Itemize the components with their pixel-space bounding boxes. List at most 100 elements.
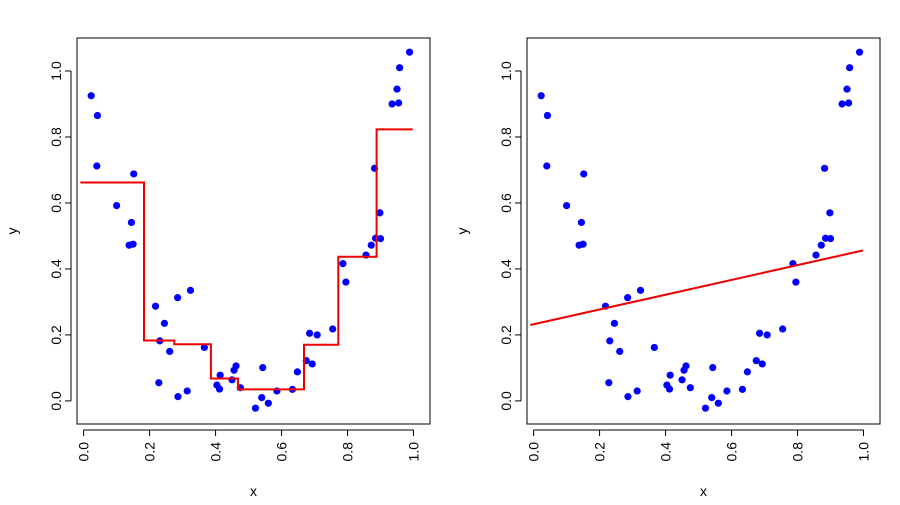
data-point [129, 240, 137, 248]
x-tick-label: 0.4 [208, 442, 224, 462]
data-point [543, 111, 552, 120]
data-point [186, 286, 195, 294]
data-point [93, 111, 102, 120]
data-point [258, 394, 266, 402]
data-point [826, 234, 835, 243]
data-point [845, 99, 853, 107]
data-point [624, 393, 632, 401]
x-tick-label: 0.8 [340, 442, 356, 462]
x-tick-label: 0.8 [790, 442, 806, 462]
x-tick-label: 0.0 [526, 442, 542, 462]
y-tick-label: 1.0 [498, 61, 514, 81]
data-point [755, 329, 764, 337]
y-tick-label: 0.2 [48, 325, 64, 345]
data-point [580, 170, 588, 178]
x-tick-label: 1.0 [856, 442, 872, 462]
x-tick-label: 0.2 [142, 442, 158, 462]
data-point [405, 48, 414, 56]
data-point [779, 325, 787, 333]
data-point [543, 162, 551, 170]
data-point [682, 362, 690, 370]
x-tick-label: 0.0 [76, 442, 92, 462]
y-tick-label: 0.6 [48, 193, 64, 213]
data-point [624, 294, 632, 302]
data-point [577, 218, 586, 227]
data-point [329, 325, 337, 333]
data-point [820, 164, 829, 172]
linear-fit-line [530, 249, 864, 327]
x-tick-label: 0.6 [274, 442, 290, 462]
data-point [388, 100, 396, 108]
y-tick-label: 0.6 [498, 193, 514, 213]
step-fit-line [80, 128, 413, 391]
data-point [758, 360, 766, 368]
y-tick-label: 1.0 [48, 61, 64, 81]
data-point [723, 387, 731, 395]
data-point [174, 393, 182, 401]
y-tick-label: 0.0 [498, 391, 514, 411]
data-point [838, 100, 846, 108]
data-point [817, 241, 825, 249]
data-point [393, 85, 401, 93]
data-point [308, 360, 316, 368]
data-point [812, 251, 820, 259]
data-point [395, 99, 403, 107]
data-point [686, 384, 694, 392]
data-point [743, 368, 751, 376]
y-tick-label: 0.4 [48, 259, 64, 279]
data-point [537, 92, 545, 100]
data-point [605, 379, 613, 387]
data-point [342, 278, 350, 286]
data-point [792, 278, 800, 286]
data-point [305, 329, 314, 337]
data-point [650, 343, 658, 352]
data-point [293, 368, 301, 376]
data-point [579, 240, 587, 248]
y-axis-label: y [4, 228, 20, 235]
data-point [174, 294, 182, 302]
data-point [846, 64, 854, 72]
data-point [610, 319, 619, 327]
x-tick-label: 0.6 [724, 442, 740, 462]
data-point [396, 64, 404, 72]
data-point [251, 404, 260, 412]
data-point [826, 209, 834, 217]
data-point [666, 371, 674, 379]
data-point [232, 362, 240, 370]
y-tick-label: 0.2 [498, 325, 514, 345]
data-point [738, 385, 747, 393]
x-axis-label: x [250, 483, 257, 499]
data-point [752, 357, 760, 365]
data-point [339, 260, 347, 268]
y-tick-label: 0.8 [48, 127, 64, 147]
data-point [376, 209, 384, 217]
data-point [855, 48, 864, 56]
data-point [665, 385, 674, 393]
data-point [376, 234, 385, 243]
data-point [228, 376, 236, 384]
data-point [313, 331, 321, 339]
data-point [636, 286, 645, 294]
data-point [215, 385, 224, 393]
data-point [216, 371, 224, 379]
data-point [633, 387, 641, 395]
plot-frame [526, 37, 881, 425]
data-point [843, 85, 851, 93]
data-point [112, 201, 121, 210]
data-point [87, 92, 95, 100]
data-point [200, 343, 208, 352]
chart-panel-2: 0.0 0.2 0.4 0.6 0.8 1.0 0.0 0.2 0.4 0.6 0.8 1.0 x y [454, 37, 881, 499]
data-point [151, 302, 160, 310]
data-point [709, 363, 717, 372]
data-point [264, 399, 272, 407]
data-point [763, 331, 771, 339]
data-point [259, 363, 267, 372]
x-tick-label: 1.0 [406, 442, 422, 462]
data-point [616, 347, 624, 356]
data-point [127, 218, 136, 227]
y-tick-label: 0.4 [498, 259, 514, 279]
data-point [93, 162, 101, 170]
x-tick-label: 0.4 [658, 442, 674, 462]
